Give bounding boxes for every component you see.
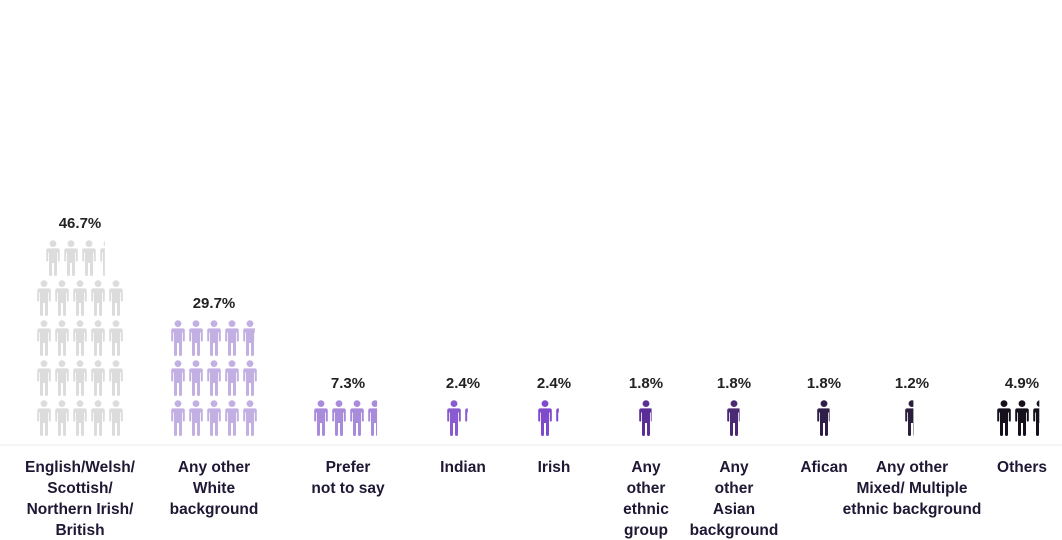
person-icon — [37, 400, 51, 436]
person-icon — [55, 280, 69, 316]
person-icon — [109, 360, 123, 396]
person-icon — [727, 400, 740, 436]
person-icon — [37, 280, 51, 316]
category-label: Afican — [800, 459, 847, 476]
person-icon — [91, 400, 105, 436]
person-icon — [91, 280, 105, 316]
person-icon — [332, 400, 346, 436]
person-icon — [225, 400, 239, 436]
person-icon — [447, 400, 461, 436]
person-icon — [64, 240, 78, 276]
pictogram-column — [727, 400, 740, 436]
person-icon — [73, 320, 87, 356]
category-label: Any other Mixed/ Multiple ethnic backgroun… — [843, 459, 982, 518]
person-icon — [314, 400, 328, 436]
person-icon — [207, 320, 221, 356]
value-label: 1.8% — [807, 375, 841, 392]
person-icon — [538, 400, 552, 436]
value-label: 29.7% — [193, 295, 236, 312]
person-icon — [905, 400, 914, 436]
person-icon — [225, 320, 239, 356]
category-label: Prefer not to say — [311, 459, 385, 497]
person-icon — [100, 240, 105, 276]
person-icon — [91, 360, 105, 396]
person-icon — [91, 320, 105, 356]
person-icon — [171, 320, 185, 356]
person-icon — [189, 400, 203, 436]
person-icon — [37, 320, 51, 356]
category-label: Any other White background — [170, 459, 259, 518]
person-icon — [171, 360, 185, 396]
pictogram-column — [171, 320, 257, 436]
pictogram-column — [447, 400, 468, 436]
pictogram-column — [37, 240, 123, 436]
value-label: 46.7% — [59, 215, 102, 232]
value-label: 1.2% — [895, 375, 929, 392]
person-icon — [207, 400, 221, 436]
category-label: Others — [997, 459, 1047, 476]
person-icon — [73, 400, 87, 436]
person-icon — [189, 360, 203, 396]
person-icon — [1015, 400, 1029, 436]
person-icon — [997, 400, 1011, 436]
person-icon — [109, 400, 123, 436]
person-icon — [73, 280, 87, 316]
person-icon — [243, 400, 257, 436]
person-icon — [37, 360, 51, 396]
category-label: Indian — [440, 459, 486, 476]
person-icon — [109, 280, 123, 316]
person-icon — [1033, 400, 1040, 436]
category-label: Any other Asian background — [690, 459, 779, 539]
pictogram-column — [538, 400, 559, 436]
value-label: 7.3% — [331, 375, 365, 392]
person-icon — [55, 400, 69, 436]
person-icon — [55, 320, 69, 356]
person-icon — [55, 360, 69, 396]
person-icon — [243, 320, 255, 356]
value-label: 1.8% — [629, 375, 663, 392]
pictogram-column — [314, 400, 378, 436]
person-icon — [109, 320, 123, 356]
pictogram-column — [639, 400, 652, 436]
category-label: Irish — [538, 459, 571, 476]
person-icon — [46, 240, 60, 276]
person-icon — [82, 240, 96, 276]
pictogram-column — [817, 400, 830, 436]
person-icon — [225, 360, 239, 396]
pictogram-column — [997, 400, 1040, 436]
category-label: English/Welsh/Scottish/Northern Irish/Br… — [25, 459, 136, 539]
person-icon — [189, 320, 203, 356]
pictogram-bars: 46.7% English/Welsh/Scottish/Northern Iri… — [25, 215, 1047, 539]
category-label: Any other ethnic group — [623, 459, 669, 539]
value-label: 2.4% — [446, 375, 480, 392]
pictogram-column — [905, 400, 914, 436]
person-icon — [73, 360, 87, 396]
person-icon — [465, 400, 468, 436]
value-label: 2.4% — [537, 375, 571, 392]
person-icon — [350, 400, 364, 436]
person-icon — [171, 400, 185, 436]
person-icon — [243, 360, 257, 396]
value-label: 4.9% — [1005, 375, 1039, 392]
value-label: 1.8% — [717, 375, 751, 392]
person-icon — [207, 360, 221, 396]
person-icon — [556, 400, 559, 436]
person-icon — [639, 400, 652, 436]
person-icon — [368, 400, 378, 436]
person-icon — [817, 400, 830, 436]
